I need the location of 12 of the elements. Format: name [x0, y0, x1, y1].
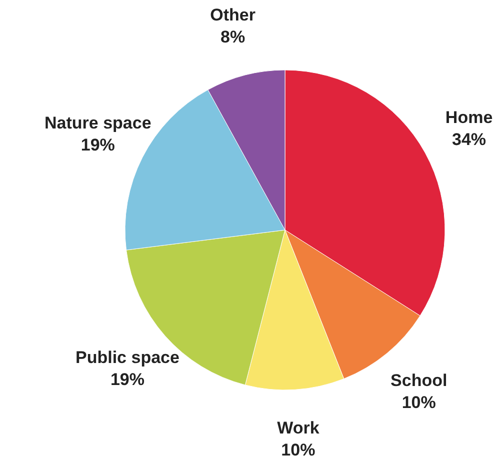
data-label: 19% — [110, 370, 144, 389]
data-label: 8% — [220, 28, 246, 47]
slice-label: Home — [445, 108, 493, 127]
data-label: 10% — [402, 392, 436, 412]
data-label: 19% — [80, 136, 115, 155]
slice-label: School — [390, 370, 448, 390]
slice-label: Nature space — [44, 114, 152, 133]
data-label: 10% — [281, 440, 316, 457]
slice-label: Work — [277, 418, 320, 438]
slice-label: Public space — [76, 348, 180, 367]
data-label: 34% — [452, 130, 486, 149]
slice-label: Other — [210, 6, 256, 25]
